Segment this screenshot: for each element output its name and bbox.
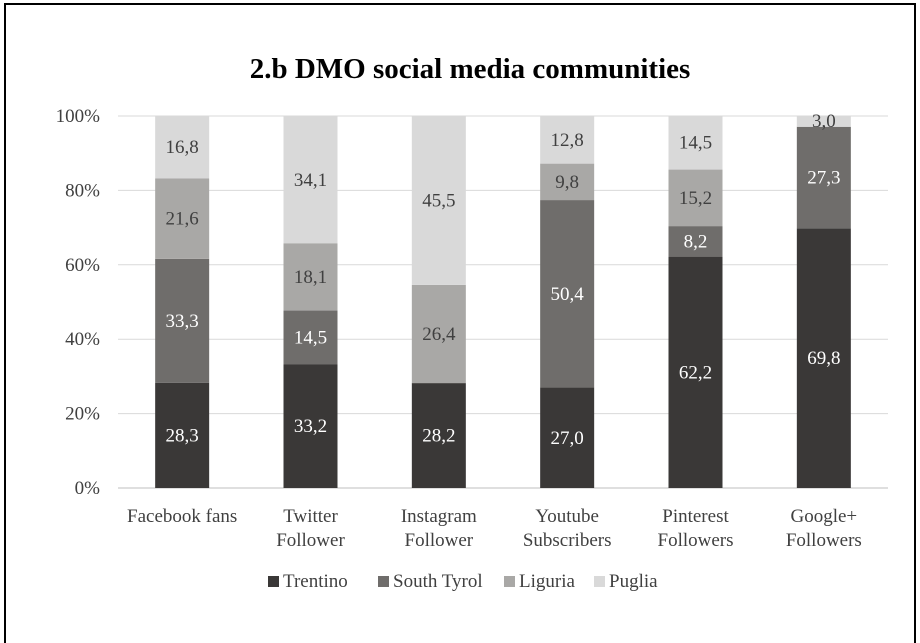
x-category-label: Twitter [283, 506, 338, 527]
x-category-label: Youtube [535, 506, 599, 527]
legend-swatch [594, 576, 605, 587]
bar-segment [796, 126, 851, 229]
x-axis-categories: Facebook fans Twitter Follower Instagram Fol… [127, 506, 862, 551]
bar-segment [540, 387, 595, 488]
bar-segment [668, 256, 723, 488]
x-category-label: Follower [405, 530, 474, 551]
bars: 28,3 33,3 21,6 16,8 33,2 14,5 18,1 34,1 28,2 26,4… [155, 111, 851, 488]
data-label: 28,2 [422, 426, 455, 447]
x-category-label: Followers [786, 530, 862, 551]
legend-swatch [504, 576, 515, 587]
bar-segment [540, 200, 595, 388]
legend-label: Liguria [519, 571, 575, 592]
legend-swatch [268, 576, 279, 587]
gridlines [118, 115, 888, 489]
data-label: 34,1 [294, 170, 327, 191]
x-category-label: Google+ [791, 506, 858, 527]
x-category-label: Instagram [401, 506, 477, 527]
bar-segment [155, 178, 210, 259]
data-label: 14,5 [294, 328, 327, 349]
data-label: 33,2 [294, 416, 327, 437]
y-axis-ticks: 0% 20% 40% 60% 80% 100% [56, 106, 101, 499]
bar-segment [155, 116, 210, 179]
data-label: 14,5 [679, 133, 712, 154]
bar-segment [155, 382, 210, 488]
bar-segment [540, 163, 595, 201]
data-label: 45,5 [422, 190, 455, 211]
bar-segment [540, 116, 595, 164]
x-category-label: Pinterest [662, 506, 729, 527]
chart-title: 2.b DMO social media communities [250, 53, 691, 85]
y-tick-label: 20% [65, 404, 100, 425]
y-tick-label: 60% [65, 255, 100, 276]
bar-segment [668, 115, 723, 170]
y-tick-label: 40% [65, 329, 100, 350]
legend: Trentino South Tyrol Liguria Puglia [268, 571, 658, 592]
x-category-label: Subscribers [523, 530, 612, 551]
bar-segment [283, 243, 338, 311]
y-tick-label: 100% [56, 106, 101, 127]
data-label: 62,2 [679, 362, 712, 383]
data-label: 27,3 [807, 168, 840, 189]
legend-swatch [378, 576, 389, 587]
x-category-label: Follower [276, 530, 345, 551]
data-label: 33,3 [166, 311, 199, 332]
bar-segment [283, 116, 338, 244]
bar-segment [411, 115, 466, 285]
legend-label: Trentino [283, 571, 348, 592]
data-label: 50,4 [551, 284, 585, 305]
bar-segment [668, 226, 723, 257]
x-category-label: Followers [658, 530, 734, 551]
bar-segment [283, 364, 338, 488]
stacked-bar-chart: 2.b DMO social media communities 0% 20% 40… [56, 53, 888, 592]
y-tick-label: 80% [65, 180, 100, 201]
data-label: 69,8 [807, 348, 840, 369]
data-label: 9,8 [555, 172, 579, 193]
data-label: 18,1 [294, 267, 327, 288]
legend-label: South Tyrol [393, 571, 483, 592]
data-label: 27,0 [551, 428, 584, 449]
y-tick-label: 0% [75, 478, 101, 499]
bar-segment [283, 310, 338, 365]
bar-segment [668, 169, 723, 227]
data-label: 15,2 [679, 188, 712, 209]
bar-segment [155, 258, 210, 383]
legend-label: Puglia [609, 571, 658, 592]
x-category-label: Facebook fans [127, 506, 237, 527]
data-label: 26,4 [422, 324, 456, 345]
data-label: 12,8 [551, 130, 584, 151]
bar-segment [411, 383, 466, 488]
data-label: 3,0 [812, 111, 836, 132]
data-label: 28,3 [166, 425, 199, 446]
data-label: 16,8 [166, 137, 199, 158]
bar-segment [796, 115, 851, 127]
bar-segment [796, 228, 851, 488]
bar-segment [411, 284, 466, 384]
data-label: 21,6 [166, 209, 199, 230]
data-label: 8,2 [684, 231, 708, 252]
